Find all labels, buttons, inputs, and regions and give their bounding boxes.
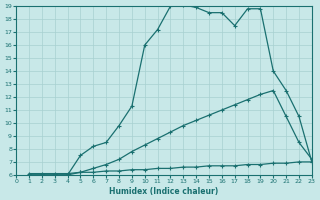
X-axis label: Humidex (Indice chaleur): Humidex (Indice chaleur) <box>109 187 219 196</box>
